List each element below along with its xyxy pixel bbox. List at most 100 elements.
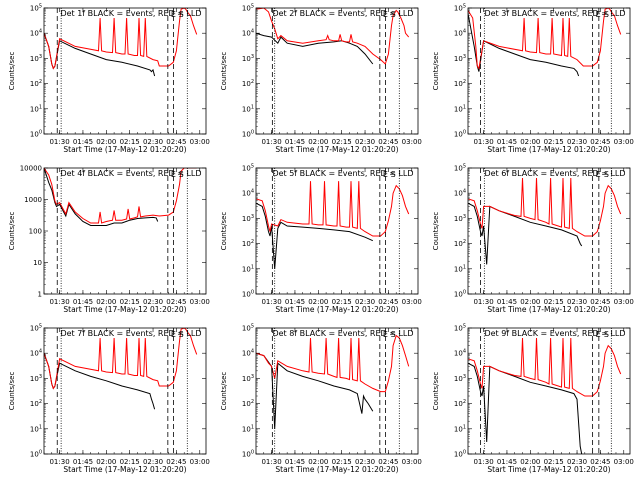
y-tick-label-base: 10 [454,80,463,88]
y-tick-label-exp: 0 [251,290,254,296]
x-tick-label: 01:30 [261,458,281,466]
y-tick-label-base: 10 [454,5,463,13]
y-tick-label-exp: 2 [39,399,42,405]
end-marker-label: E [383,170,388,179]
y-tick-label-base: 10 [242,190,251,198]
plot-title: Det 3f BLACK = Events, RED = LLD [484,9,625,18]
y-tick-label-base: 10 [30,451,39,459]
y-tick-label-exp: 0 [251,130,254,136]
y-axis-label: Counts/sec [220,52,228,91]
y-tick-label-exp: 4 [463,349,466,355]
x-tick-label: 02:15 [332,138,352,146]
series-group [256,181,410,269]
x-axis-label: Start Time (17-May-12 01:20:20) [63,465,186,474]
plot-frame [43,7,207,135]
y-tick-label-exp: 2 [251,79,254,85]
x-tick-label: 01:45 [285,138,305,146]
x-tick-label: 02:00 [96,298,116,306]
y-tick-label-base: 10 [242,105,251,113]
plot-title: Det 1f BLACK = Events, RED = LLD [60,9,201,18]
y-tick-label-base: 10 [30,55,39,63]
series-group [256,334,410,429]
x-tick-label: 02:15 [332,458,352,466]
y-tick-label-base: 10 [242,325,251,333]
y-tick-label: 100 [242,290,254,299]
y-tick-label: 104 [242,29,254,38]
y-tick-label-base: 10 [454,190,463,198]
y-tick-label-base: 10 [242,350,251,358]
plot-title: Det 4f BLACK = Events, RED = LLD [60,169,201,178]
y-tick-label: 101 [454,104,466,113]
plot-frame [43,327,207,455]
y-tick-label: 102 [30,79,42,88]
y-tick-label: 100 [30,130,42,139]
y-tick-label: 103 [242,54,254,63]
start-marker-label: S [179,330,184,339]
y-tick-label-base: 10 [454,240,463,248]
x-tick-label: 02:45 [590,458,610,466]
lld-series-line [44,328,198,390]
y-tick-label: 1000 [24,196,42,204]
y-tick-label: 102 [30,399,42,408]
y-tick-label-base: 10 [242,451,251,459]
y-tick-label-base: 10 [454,215,463,223]
x-axis-label: Start Time (17-May-12 01:20:20) [275,465,398,474]
x-tick-label: 02:45 [166,138,186,146]
y-tick-label: 100 [454,290,466,299]
start-marker-label: S [179,170,184,179]
y-tick-label-exp: 2 [463,239,466,245]
y-tick-label: 104 [454,29,466,38]
y-tick-label-base: 10 [454,350,463,358]
x-tick-label: 01:45 [73,458,93,466]
y-tick-label: 10 [33,259,42,267]
y-tick-label-exp: 5 [463,4,466,10]
y-tick-label-exp: 5 [251,4,254,10]
x-tick-label: 02:00 [520,138,540,146]
y-tick-label-exp: 1 [251,104,254,110]
y-tick-label: 10000 [20,165,42,173]
x-tick-label: 01:30 [49,138,69,146]
start-marker-label: S [391,330,396,339]
y-tick-label-exp: 3 [463,54,466,60]
y-tick-label-exp: 0 [463,130,466,136]
y-tick-label: 102 [454,239,466,248]
y-tick-label: 101 [454,424,466,433]
y-tick-label-base: 10 [454,291,463,299]
lld-series-line [468,337,622,397]
x-tick-label: 02:30 [355,298,375,306]
y-tick-label: 100 [29,228,42,236]
y-tick-label: 102 [242,79,254,88]
x-tick-label: 02:00 [308,458,328,466]
y-tick-label: 105 [242,164,254,173]
events-series-line [256,32,374,65]
y-tick-label: 104 [30,29,42,38]
events-series-line [468,202,583,265]
x-tick-label: 02:00 [308,138,328,146]
x-tick-label: 01:45 [73,298,93,306]
plot-title: Det 8f BLACK = Events, RED = LLD [272,329,413,338]
x-tick-label: 02:45 [166,298,186,306]
x-tick-label: 03:00 [614,138,634,146]
y-axis-label: Counts/sec [432,372,440,411]
y-tick-label-exp: 2 [463,79,466,85]
y-tick-label-exp: 1 [463,424,466,430]
y-tick-label-base: 10 [242,30,251,38]
y-tick-label-base: 10 [30,105,39,113]
y-tick-label-exp: 2 [39,79,42,85]
y-tick-label: 1 [38,291,42,299]
y-tick-label: 100 [242,130,254,139]
y-tick-label: 101 [30,104,42,113]
x-tick-label: 03:00 [190,138,210,146]
plot-panel: 01:30 01:45 02:00 02:15 02:30 02:45 03:0010010… [220,4,422,155]
y-tick-label-base: 10 [242,240,251,248]
plot-title: Det 7f BLACK = Events, RED = LLD [60,329,201,338]
plot-panel: 01:30 01:45 02:00 02:15 02:30 02:45 03:0010010… [432,164,634,315]
y-tick-label: 105 [30,324,42,333]
y-axis-label: Counts/sec [8,372,16,411]
plot-frame [43,167,207,295]
y-tick-label-exp: 3 [39,54,42,60]
y-axis-label: Counts/sec [8,52,16,91]
events-series-line [256,202,374,269]
x-tick-label: 03:00 [190,458,210,466]
